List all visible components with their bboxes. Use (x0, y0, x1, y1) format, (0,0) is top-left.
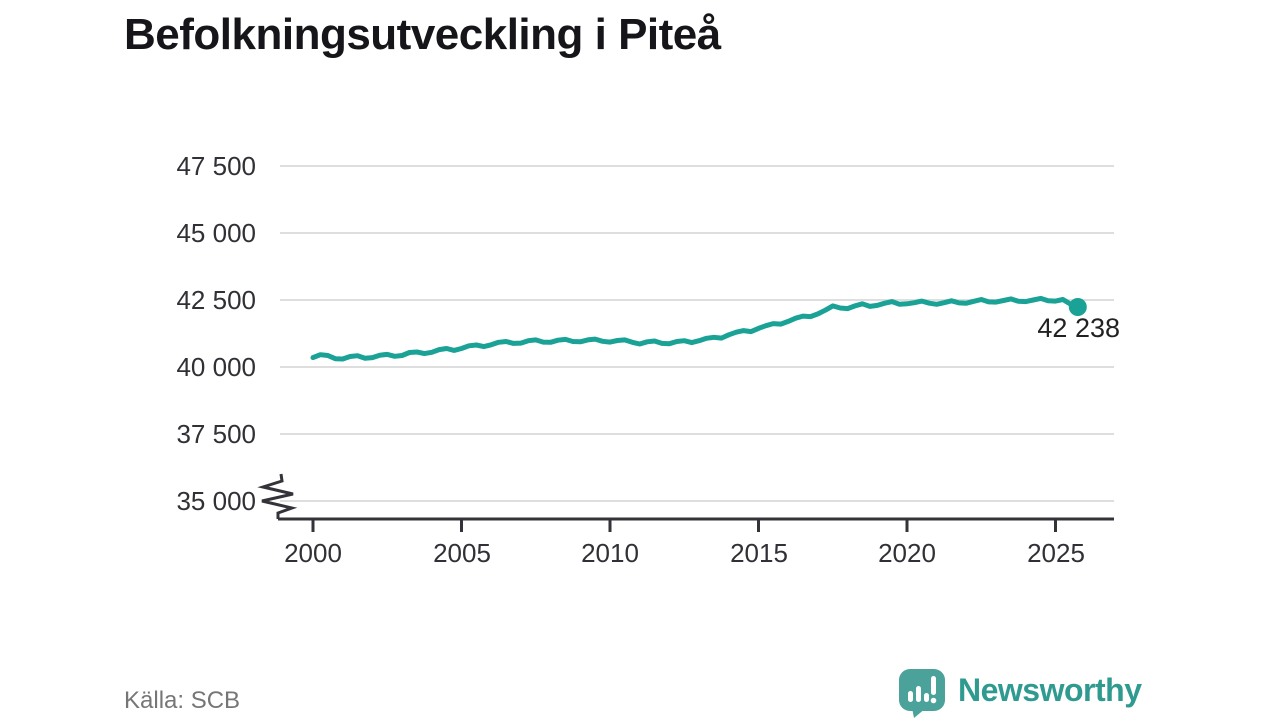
x-axis-tick-label: 2010 (581, 538, 639, 568)
end-value-label: 42 238 (1037, 313, 1120, 343)
y-axis-tick-label: 45 000 (176, 218, 256, 248)
x-axis-tick-label: 2015 (730, 538, 788, 568)
x-axis-tick-label: 2020 (878, 538, 936, 568)
x-axis-tick-label: 2005 (433, 538, 491, 568)
source-label: Källa: SCB (124, 687, 241, 714)
y-axis-tick-label: 42 500 (176, 285, 256, 315)
y-axis-tick-label: 37 500 (176, 419, 256, 449)
y-axis-tick-label: 35 000 (176, 486, 256, 516)
bar-chart-speech-bubble-icon (899, 669, 945, 718)
newsworthy-logo: Newsworthy (898, 668, 1142, 718)
page-title: Befolkningsutveckling i Piteå (124, 10, 721, 59)
x-axis-tick-label: 2000 (284, 538, 342, 568)
y-axis-tick-label: 40 000 (176, 352, 256, 382)
newsworthy-wordmark: Newsworthy (958, 672, 1142, 708)
x-axis-tick-label: 2025 (1027, 538, 1085, 568)
y-axis-tick-label: 47 500 (176, 151, 256, 181)
